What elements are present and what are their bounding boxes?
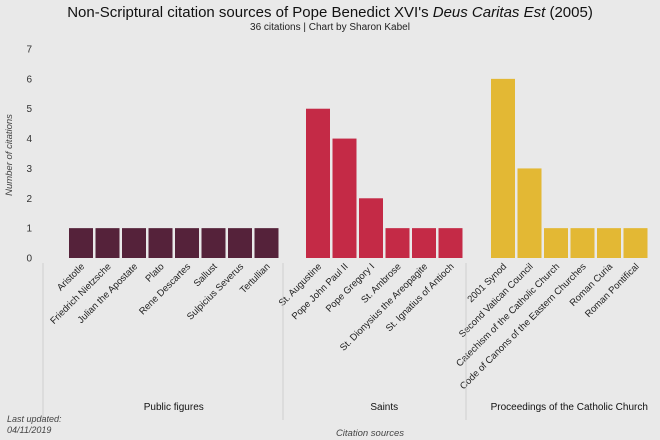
bar bbox=[385, 228, 410, 258]
chart-title: Non-Scriptural citation sources of Pope … bbox=[0, 4, 660, 21]
y-axis-title: Number of citations bbox=[4, 114, 15, 196]
y-tick-label: 6 bbox=[26, 74, 32, 85]
bar bbox=[517, 168, 542, 258]
group-label: Public figures bbox=[144, 402, 204, 413]
bar bbox=[122, 228, 146, 258]
bar bbox=[254, 228, 279, 258]
bar bbox=[491, 78, 515, 258]
y-tick-label: 2 bbox=[26, 194, 32, 205]
bar bbox=[570, 228, 595, 258]
bar bbox=[412, 228, 436, 258]
y-tick-label: 4 bbox=[26, 134, 32, 145]
bar bbox=[359, 198, 383, 258]
y-axis-ticks: 0 1 2 3 4 5 6 7 bbox=[26, 45, 32, 265]
category-label: Plato bbox=[144, 261, 167, 284]
bar bbox=[175, 228, 199, 258]
bar bbox=[623, 228, 648, 258]
bar bbox=[544, 228, 568, 258]
bar bbox=[95, 228, 120, 258]
bar bbox=[306, 108, 330, 258]
title-block: Non-Scriptural citation sources of Pope … bbox=[0, 4, 660, 34]
category-label: Catechism of the Catholic Church bbox=[454, 261, 562, 369]
y-tick-label: 3 bbox=[26, 164, 32, 175]
group-label: Saints bbox=[370, 402, 398, 413]
group-label: Proceedings of the Catholic Church bbox=[491, 402, 648, 413]
y-tick-label: 5 bbox=[26, 104, 32, 115]
bar bbox=[438, 228, 463, 258]
group-dividers bbox=[42, 263, 467, 420]
bar bbox=[148, 228, 173, 258]
last-updated-note: Last updated: 04/11/2019 bbox=[7, 414, 62, 436]
y-tick-label: 7 bbox=[26, 45, 32, 56]
chart-title-end: (2005) bbox=[545, 4, 593, 21]
chart-subtitle: 36 citations | Chart by Sharon Kabel bbox=[250, 22, 410, 33]
bars bbox=[69, 78, 648, 258]
chart-title-italic: Deus Caritas Est bbox=[432, 4, 546, 21]
bar bbox=[201, 228, 226, 258]
bar bbox=[597, 228, 621, 258]
bar bbox=[228, 228, 252, 258]
bar bbox=[69, 228, 93, 258]
last-updated-label: Last updated: bbox=[7, 414, 62, 424]
x-axis-title: Citation sources bbox=[336, 428, 404, 439]
group-labels: Public figures Saints Proceedings of the C… bbox=[144, 402, 648, 413]
bar bbox=[332, 138, 357, 258]
y-tick-label: 0 bbox=[26, 254, 32, 265]
chart-title-main: Non-Scriptural citation sources of Pope … bbox=[67, 4, 433, 21]
y-tick-label: 1 bbox=[26, 224, 32, 235]
last-updated-date: 04/11/2019 bbox=[7, 425, 52, 435]
